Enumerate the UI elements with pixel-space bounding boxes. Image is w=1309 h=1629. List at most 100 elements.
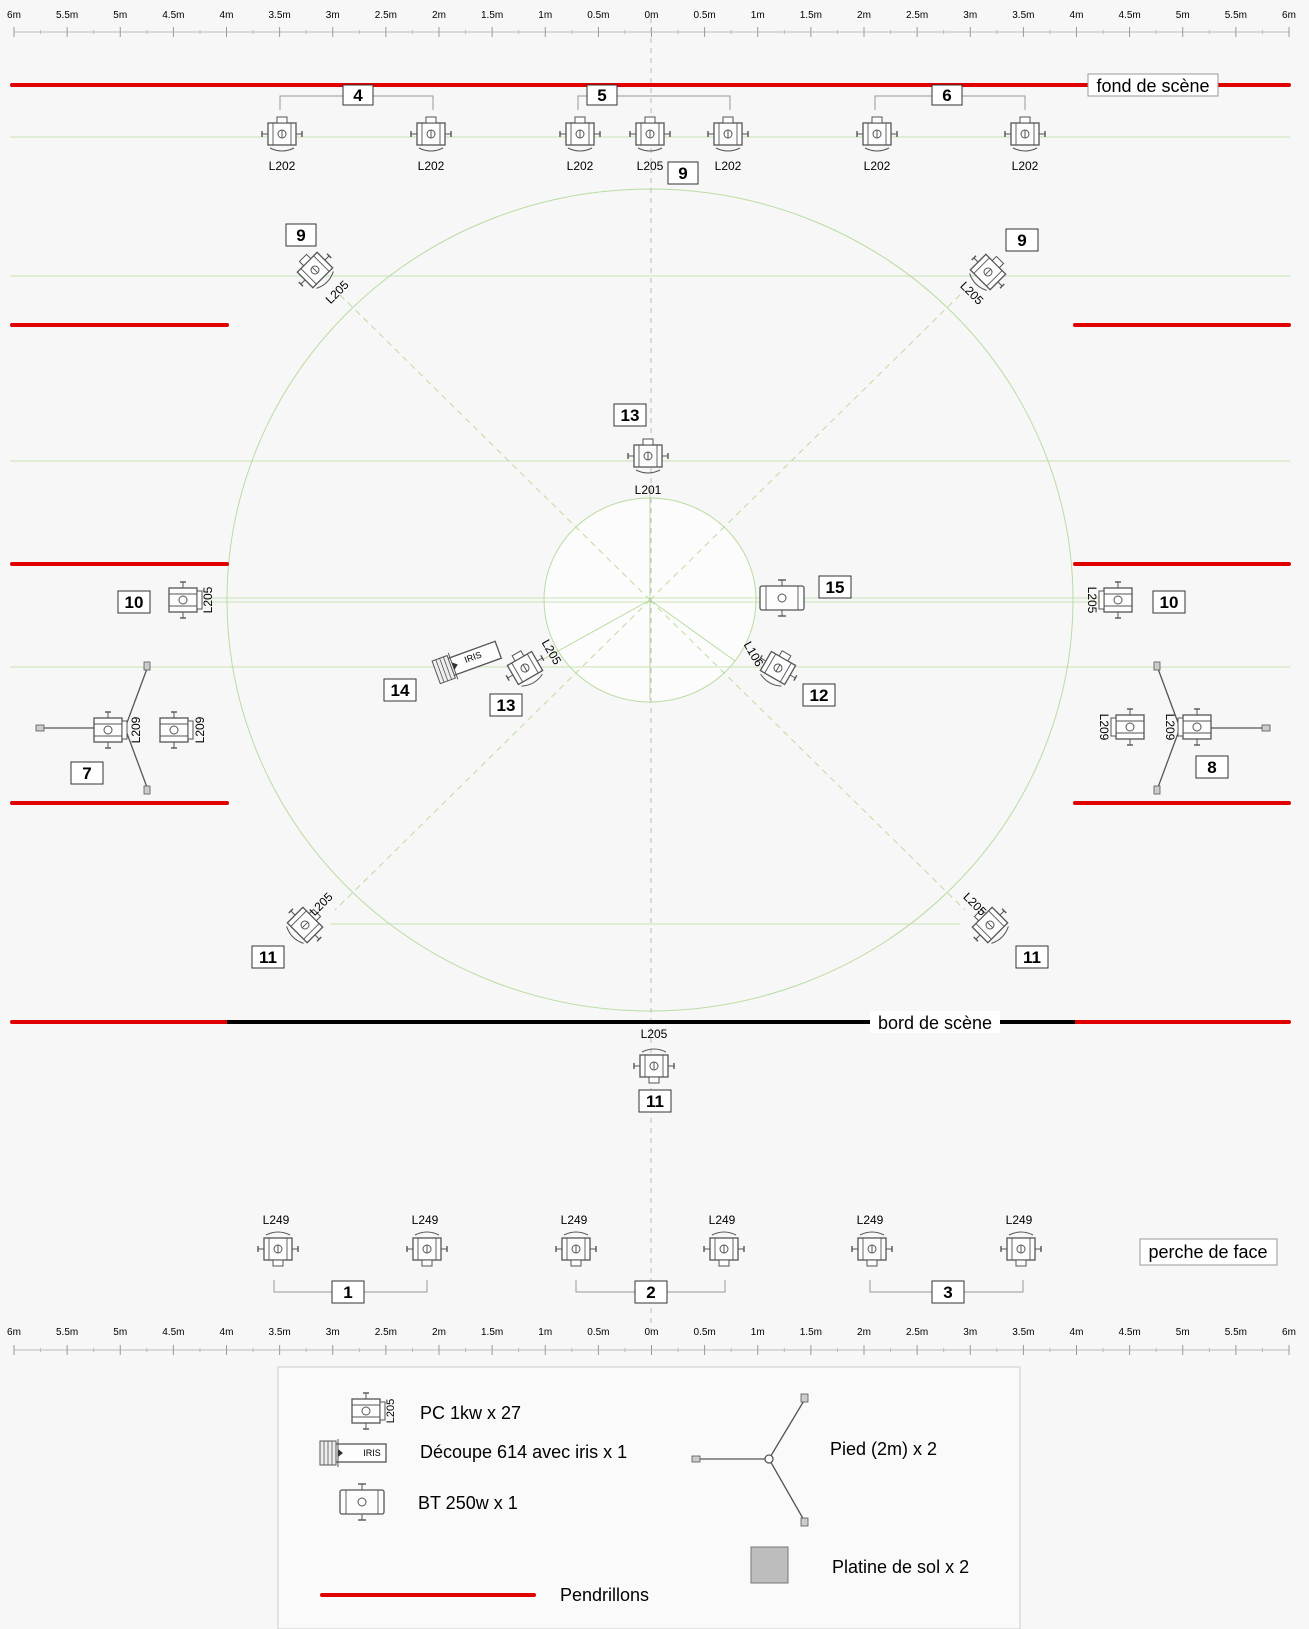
ruler-label: 4m <box>1070 1327 1084 1338</box>
gel-face-6: L249 <box>1006 1213 1033 1227</box>
legend-bt-icon <box>339 1483 385 1521</box>
pc-back-4 <box>629 116 671 152</box>
group-box-11a: 11 <box>251 945 285 969</box>
legend-platine-icon <box>750 1546 789 1584</box>
pc-face-2 <box>406 1231 448 1267</box>
ruler-label: 5m <box>113 1327 127 1338</box>
ruler-label: 1m <box>751 10 765 21</box>
svg-text:perche de face: perche de face <box>1148 1242 1267 1262</box>
group-box-14: 14 <box>383 678 417 702</box>
gel-10a: L205 <box>201 586 215 613</box>
face-row-fixtures: L249 L249 L249 L249 L249 L249 <box>257 1213 1042 1267</box>
svg-text:15: 15 <box>826 578 845 597</box>
ruler-label: 2.5m <box>375 1327 397 1338</box>
gel-11c: L205 <box>641 1027 668 1041</box>
pc-7b <box>159 711 194 749</box>
group-box-8: 8 <box>1195 755 1229 779</box>
ruler-label: 6m <box>1282 10 1296 21</box>
ruler-label: 1.5m <box>481 1327 503 1338</box>
ruler-label: 5m <box>1176 10 1190 21</box>
gel-back-6: L202 <box>864 159 891 173</box>
group-box-9a: 9 <box>285 223 317 247</box>
ruler-label: 6m <box>1282 1327 1296 1338</box>
svg-text:4: 4 <box>353 86 363 105</box>
pied-7 <box>35 661 151 795</box>
gel-11a: L205 <box>307 890 336 919</box>
ruler-label: 5m <box>1176 1327 1190 1338</box>
ruler-label: 1.5m <box>800 1327 822 1338</box>
ruler-label: 4.5m <box>1119 10 1141 21</box>
ruler-label: 0.5m <box>587 1327 609 1338</box>
label-fond-de-scene: fond de scène <box>1087 73 1219 97</box>
group-box-4: 4 <box>342 84 374 106</box>
group-box-15: 15 <box>818 575 852 599</box>
gel-back-5: L202 <box>715 159 742 173</box>
pc-back-3 <box>559 116 601 152</box>
guide-lines <box>10 136 1290 1012</box>
ruler-label: 2.5m <box>375 10 397 21</box>
pc-face-3 <box>555 1231 597 1267</box>
pc-back-5 <box>707 116 749 152</box>
gel-7a: L209 <box>129 716 143 743</box>
legend-pied-label: Pied (2m) x 2 <box>830 1439 937 1459</box>
pc-8b <box>1177 708 1212 746</box>
ruler-label: 2m <box>432 1327 446 1338</box>
pc-back-6 <box>856 116 898 152</box>
ruler-top: 6m 5.5m 5m 4.5m 4m 3.5m 3m 2.5m 2m 1.5m 1m 0.5m 0m 0.… <box>7 10 1296 37</box>
ruler-label: 4.5m <box>162 1327 184 1338</box>
pc-back-7 <box>1004 116 1046 152</box>
ruler-label: 1m <box>538 10 552 21</box>
ruler-label: 2m <box>857 1327 871 1338</box>
back-row-fixtures: L202 L202 L202 L205 L202 L202 L202 <box>261 116 1046 173</box>
ruler-label: 5.5m <box>56 1327 78 1338</box>
label-perche-de-face: perche de face <box>1139 1238 1278 1266</box>
svg-text:13: 13 <box>621 406 640 425</box>
gel-face-1: L249 <box>263 1213 290 1227</box>
bt-15 <box>759 579 805 617</box>
group-box-10b: 10 <box>1152 590 1186 614</box>
pc-11c <box>633 1048 675 1084</box>
gel-back-2: L202 <box>418 159 445 173</box>
svg-text:11: 11 <box>646 1092 664 1111</box>
pc-face-4 <box>703 1231 745 1267</box>
svg-text:11: 11 <box>259 948 277 967</box>
legend-decoupe-label: Découpe 614 avec iris x 1 <box>420 1442 627 1462</box>
legend-pc-gel: L205 <box>385 1399 397 1423</box>
ruler-label: 2.5m <box>906 1327 928 1338</box>
svg-text:8: 8 <box>1207 758 1216 777</box>
outer-circle <box>226 188 1074 1012</box>
svg-text:6: 6 <box>942 86 951 105</box>
group-box-2: 2 <box>634 1280 668 1304</box>
group-box-9c: 9 <box>667 161 699 185</box>
svg-text:10: 10 <box>1160 593 1179 612</box>
gel-face-4: L249 <box>709 1213 736 1227</box>
ruler-label: 4m <box>1070 10 1084 21</box>
group-box-9b: 9 <box>1005 228 1039 252</box>
gel-7b: L209 <box>193 716 207 743</box>
svg-text:9: 9 <box>296 226 305 245</box>
ruler-label: 3.5m <box>1012 10 1034 21</box>
svg-text:10: 10 <box>125 593 144 612</box>
ruler-label: 3m <box>326 10 340 21</box>
pc-back-2 <box>410 116 452 152</box>
legend-pied-icon <box>691 1393 809 1527</box>
svg-text:3: 3 <box>943 1283 952 1302</box>
legend: L205 PC 1kw x 27 IRIS Découpe 614 avec i… <box>277 1366 1021 1629</box>
ruler-label: 5.5m <box>56 10 78 21</box>
gel-8a: L209 <box>1097 714 1111 741</box>
svg-text:9: 9 <box>678 164 687 183</box>
ruler-label: 3m <box>963 1327 977 1338</box>
gel-13a: L201 <box>635 483 662 497</box>
legend-pc-icon <box>351 1392 386 1430</box>
group-box-1: 1 <box>331 1280 365 1304</box>
ruler-label: 3.5m <box>1012 1327 1034 1338</box>
ruler-label: 1m <box>538 1327 552 1338</box>
gel-back-1: L202 <box>269 159 296 173</box>
gel-back-4: L205 <box>637 159 664 173</box>
ruler-label: 5m <box>113 10 127 21</box>
ruler-label: 4.5m <box>162 10 184 21</box>
group-box-10a: 10 <box>117 590 151 614</box>
ruler-label: 4.5m <box>1119 1327 1141 1338</box>
ruler-label: 3.5m <box>269 10 291 21</box>
